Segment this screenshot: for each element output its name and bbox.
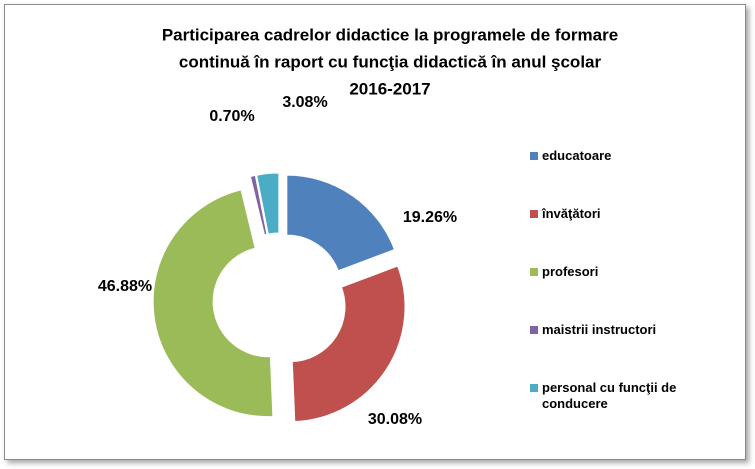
- legend: educatoare învăţători profesori maistrii in…: [530, 148, 720, 438]
- legend-label: învăţători: [542, 206, 601, 221]
- doughnut-slice: [286, 174, 396, 272]
- legend-swatch: [530, 268, 538, 276]
- legend-label: maistrii instructori: [542, 322, 657, 337]
- data-label: 30.08%: [368, 411, 422, 428]
- legend-label: personal cu funcţii de conducere: [542, 380, 677, 411]
- legend-swatch: [530, 152, 538, 160]
- legend-item: maistrii instructori: [530, 322, 720, 380]
- chart-title: 2016-2017: [349, 79, 430, 98]
- legend-swatch: [530, 210, 538, 218]
- data-label: 0.70%: [209, 108, 254, 125]
- legend-item: învăţători: [530, 206, 720, 264]
- legend-label: profesori: [542, 264, 599, 279]
- chart-title: Participarea cadrelor didactice la progr…: [162, 25, 618, 44]
- legend-swatch: [530, 326, 538, 334]
- doughnut-slice: [256, 172, 280, 235]
- data-label: 19.26%: [403, 209, 457, 226]
- legend-item: profesori: [530, 264, 720, 322]
- legend-swatch: [530, 384, 538, 392]
- doughnut-slice: [249, 174, 268, 236]
- data-label: 3.08%: [282, 94, 327, 111]
- legend-item: educatoare: [530, 148, 720, 206]
- doughnut-slice: [152, 189, 274, 418]
- legend-label: educatoare: [542, 148, 612, 163]
- legend-item: personal cu funcţii de conducere: [530, 380, 720, 438]
- data-label: 46.88%: [98, 278, 152, 295]
- chart-title: continuă în raport cu funcţia didactică …: [179, 52, 602, 71]
- doughnut-slice: [291, 265, 406, 423]
